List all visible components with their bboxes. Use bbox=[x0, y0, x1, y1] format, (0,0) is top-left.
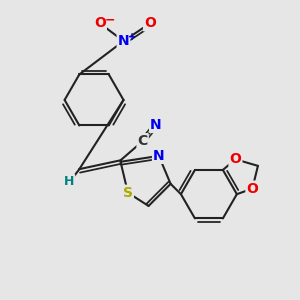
Text: N: N bbox=[153, 149, 165, 163]
Text: O: O bbox=[230, 152, 242, 166]
Text: −: − bbox=[105, 14, 116, 27]
Text: H: H bbox=[64, 175, 74, 188]
Text: +: + bbox=[128, 32, 136, 42]
Text: S: S bbox=[123, 186, 133, 200]
Text: O: O bbox=[94, 16, 106, 30]
Text: N: N bbox=[150, 118, 162, 132]
Text: C: C bbox=[137, 134, 148, 148]
Text: N: N bbox=[118, 34, 129, 48]
Text: O: O bbox=[246, 182, 258, 196]
Text: O: O bbox=[144, 16, 156, 30]
